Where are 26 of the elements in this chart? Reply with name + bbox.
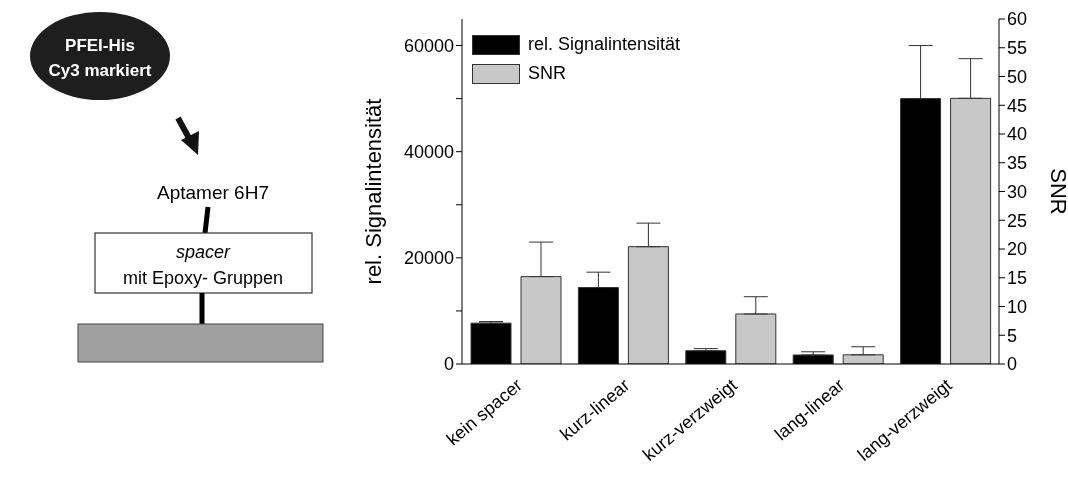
text: Cy3 markiert [48,61,152,80]
y2-tick-label: 15 [1007,268,1028,289]
y2-axis-title: SNR [1046,168,1068,215]
y2-tick-label: 10 [1007,296,1028,317]
y2-tick-label: 40 [1007,124,1028,145]
legend-label: rel. Signalintensität [528,33,681,56]
y-tick-label: 60000 [403,35,454,56]
text: Aptamer 6H7 [157,182,269,203]
y2-tick-label: 25 [1007,210,1028,231]
y2-tick-label: 5 [1007,325,1018,346]
y2-tick-label: 35 [1007,153,1028,174]
y2-tick-label: 20 [1007,239,1028,260]
y-axis-title: rel. Signalintensität [360,98,386,285]
y2-tick-label: 0 [1007,354,1018,375]
text: mit Epoxy- Gruppen [122,268,284,288]
legend-label: SNR [528,62,567,85]
y2-tick-label: 45 [1007,95,1028,116]
y-tick-label: 40000 [403,142,454,163]
y-tick-label: 0 [443,354,454,375]
y2-tick-label: 30 [1007,181,1028,202]
y-tick-label: 20000 [403,248,454,269]
y2-tick-label: 55 [1007,38,1028,59]
y2-tick-label: 50 [1007,66,1028,87]
y2-tick-label: 60 [1007,9,1028,30]
text: PFEI-His [65,36,135,55]
text: spacer [175,242,232,262]
